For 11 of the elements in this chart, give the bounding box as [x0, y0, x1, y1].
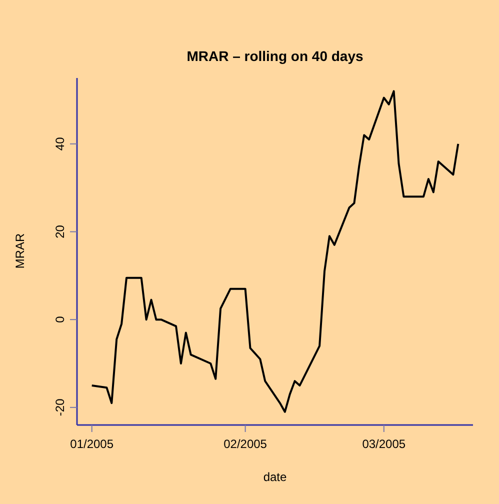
- x-tick-label: 02/2005: [224, 437, 268, 451]
- line-series: [90, 90, 460, 413]
- y-tick-label: 40: [53, 136, 67, 151]
- chart-title: MRAR – rolling on 40 days: [186, 48, 364, 64]
- x-axis-title: date: [262, 470, 288, 484]
- x-tick-label: 01/2005: [70, 437, 114, 451]
- y-axis-title: MRAR: [13, 233, 27, 269]
- y-tick-label: 0: [53, 316, 67, 323]
- x-tick-label: 03/2005: [362, 437, 406, 451]
- y-tick-label: 20: [53, 224, 67, 238]
- y-tick-label: -20: [53, 398, 67, 416]
